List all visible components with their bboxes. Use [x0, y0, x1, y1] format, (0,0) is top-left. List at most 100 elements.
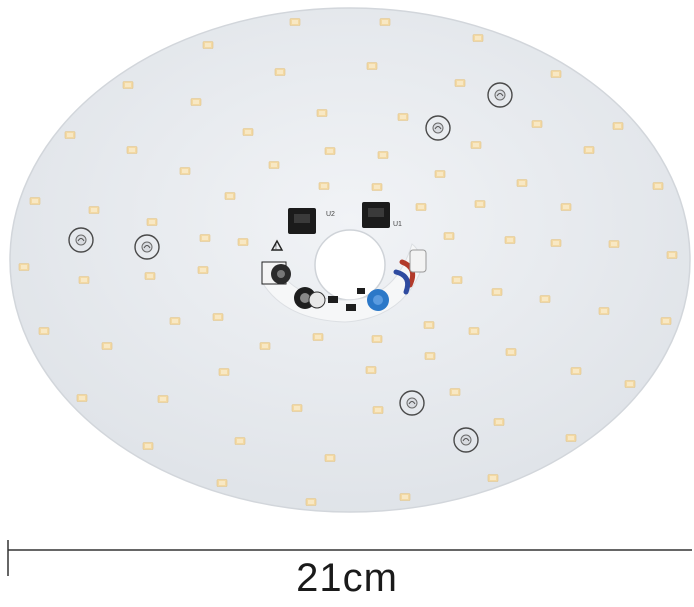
screw-ring	[399, 390, 425, 416]
led-chip	[289, 18, 301, 26]
led-chip	[202, 41, 214, 49]
led-chip	[504, 236, 516, 244]
led-chip	[491, 288, 503, 296]
led-chip	[570, 367, 582, 375]
led-chip	[199, 234, 211, 242]
led-chip	[443, 232, 455, 240]
led-chip	[371, 183, 383, 191]
led-chip	[550, 239, 562, 247]
warning-triangle-icon: !	[270, 239, 284, 251]
led-chip	[234, 437, 246, 445]
led-chip	[122, 81, 134, 89]
led-chip	[560, 203, 572, 211]
led-chip	[318, 182, 330, 190]
led-chip	[454, 79, 466, 87]
screw-ring	[487, 82, 513, 108]
led-chip	[493, 418, 505, 426]
led-chip	[218, 368, 230, 376]
led-chip	[76, 394, 88, 402]
driver-ic-right: U1	[362, 202, 402, 228]
led-chip	[487, 474, 499, 482]
led-chip	[365, 366, 377, 374]
led-chips	[18, 18, 678, 506]
led-chip	[612, 122, 624, 130]
led-chip	[424, 352, 436, 360]
led-chip	[434, 170, 446, 178]
led-chip	[505, 348, 517, 356]
led-chip	[608, 240, 620, 248]
led-chip	[449, 388, 461, 396]
led-chip	[624, 380, 636, 388]
led-chip	[516, 179, 528, 187]
capacitor	[367, 289, 389, 311]
input-wires	[393, 249, 427, 295]
led-chip	[423, 321, 435, 329]
led-chip	[88, 206, 100, 214]
led-chip	[216, 479, 228, 487]
led-chip	[652, 182, 664, 190]
led-chip	[371, 335, 383, 343]
led-chip	[468, 327, 480, 335]
led-chip	[169, 317, 181, 325]
led-chip	[197, 266, 209, 274]
screw-ring	[134, 234, 160, 260]
mounting-screw-holes	[68, 82, 513, 453]
led-chip	[18, 263, 30, 271]
led-chip	[583, 146, 595, 154]
led-chip	[474, 200, 486, 208]
led-chip	[212, 313, 224, 321]
led-chip	[366, 62, 378, 70]
led-chip	[268, 161, 280, 169]
screw-ring	[453, 427, 479, 453]
dimension-line	[7, 540, 692, 576]
led-chip	[372, 406, 384, 414]
rectifier	[261, 261, 291, 285]
led-chip	[242, 128, 254, 136]
led-chip	[324, 454, 336, 462]
screw-ring	[68, 227, 94, 253]
led-chip	[531, 120, 543, 128]
led-chip	[472, 34, 484, 42]
led-chip	[397, 113, 409, 121]
led-chip	[539, 295, 551, 303]
led-chip	[144, 272, 156, 280]
led-chip	[101, 342, 113, 350]
led-chip	[291, 404, 303, 412]
smd-resistors	[328, 288, 365, 311]
inductor	[294, 287, 326, 309]
led-chip	[274, 68, 286, 76]
center-hole	[314, 229, 386, 301]
led-chip	[190, 98, 202, 106]
led-chip	[29, 197, 41, 205]
led-chip	[660, 317, 672, 325]
led-chip	[78, 276, 90, 284]
svg-text:U2: U2	[326, 211, 335, 218]
led-chip	[146, 218, 158, 226]
led-chip	[565, 434, 577, 442]
led-chip	[142, 442, 154, 450]
led-chip	[598, 307, 610, 315]
svg-text:!: !	[275, 244, 277, 251]
dimension-label: 21cm	[296, 556, 398, 600]
svg-text:U1: U1	[393, 221, 402, 228]
screw-ring	[425, 115, 451, 141]
led-chip	[550, 70, 562, 78]
led-chip	[38, 327, 50, 335]
led-chip	[415, 203, 427, 211]
led-chip	[470, 141, 482, 149]
led-chip	[666, 251, 678, 259]
led-chip	[305, 498, 317, 506]
led-chip	[399, 493, 411, 501]
led-chip	[179, 167, 191, 175]
led-chip	[312, 333, 324, 341]
led-chip	[377, 151, 389, 159]
led-chip	[259, 342, 271, 350]
led-chip	[237, 238, 249, 246]
led-chip	[126, 146, 138, 154]
led-chip	[64, 131, 76, 139]
led-chip	[451, 276, 463, 284]
led-chip	[379, 18, 391, 26]
led-chip	[324, 147, 336, 155]
led-chip	[316, 109, 328, 117]
